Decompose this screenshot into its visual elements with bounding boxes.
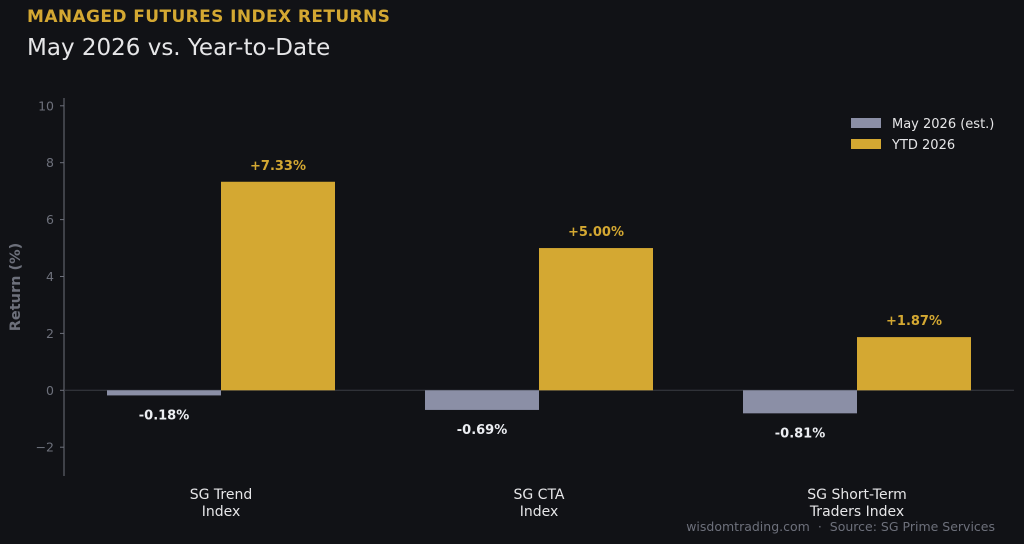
chart-title: May 2026 vs. Year-to-Date [27,35,331,61]
data-label: +7.33% [250,159,306,174]
legend-swatch [851,139,881,149]
y-tick-label: 10 [38,98,54,113]
data-label: -0.81% [775,426,826,441]
footer-credit: wisdomtrading.com · Source: SG Prime Servi… [686,519,995,534]
y-tick-label: 0 [46,383,54,398]
legend-label: May 2026 (est.) [892,117,994,132]
x-tick-label: Index [520,504,559,520]
data-label: +5.00% [568,225,624,240]
y-tick-label: 4 [46,269,54,284]
x-tick-label: Index [202,504,241,520]
x-tick-label: Traders Index [809,504,904,520]
y-tick-label: −2 [36,440,54,455]
footer-source: Source: SG Prime Services [829,519,995,534]
data-label: +1.87% [886,314,942,329]
y-axis-title: Return (%) [8,243,24,332]
footer-site: wisdomtrading.com [686,519,810,534]
footer-separator: · [817,519,822,534]
chart-kicker: MANAGED FUTURES INDEX RETURNS [27,7,391,27]
y-tick-label: 8 [46,155,54,170]
x-tick-label: SG Short-Term [807,487,906,503]
y-tick-label: 2 [46,326,54,341]
x-tick-label: SG Trend [190,487,253,503]
legend-label: YTD 2026 [891,138,955,153]
bar [107,390,221,396]
x-tick-label: SG CTA [513,487,564,503]
bar [743,390,857,414]
legend-swatch [851,118,881,128]
data-label: -0.69% [457,423,508,438]
bar [857,337,971,391]
bar [425,390,539,410]
bar [221,181,335,391]
data-label: -0.18% [139,408,190,423]
y-tick-label: 6 [46,212,54,227]
bar [539,248,653,391]
